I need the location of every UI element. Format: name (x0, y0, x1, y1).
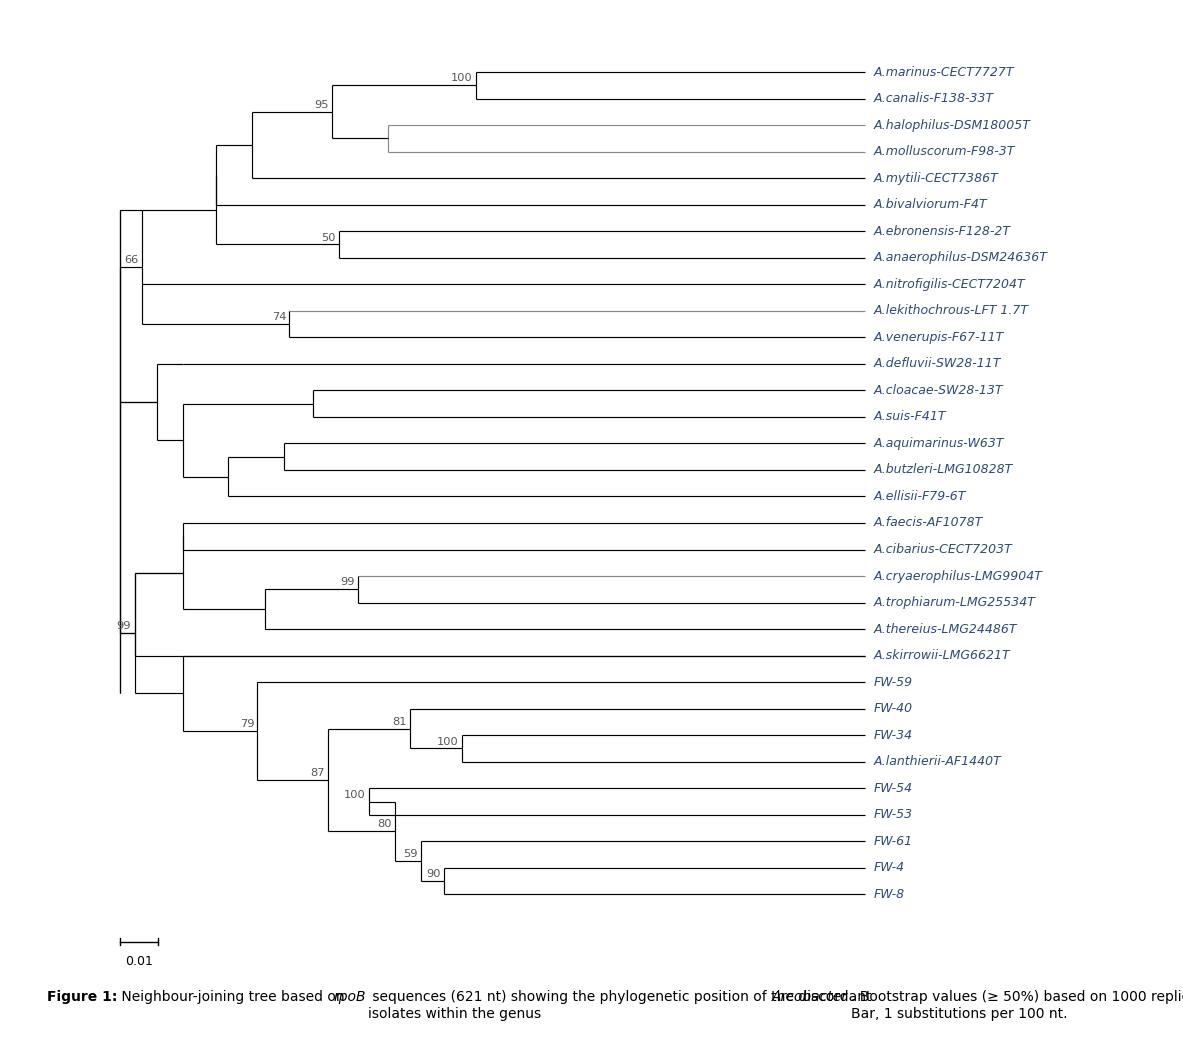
Text: 74: 74 (272, 312, 286, 322)
Text: A.cryaerophilus-LMG9904T: A.cryaerophilus-LMG9904T (873, 569, 1042, 583)
Text: 95: 95 (315, 100, 329, 110)
Text: A.canalis-F138-33T: A.canalis-F138-33T (873, 92, 994, 105)
Text: 100: 100 (344, 790, 366, 800)
Text: A.nitrofigilis-CECT7204T: A.nitrofigilis-CECT7204T (873, 278, 1026, 291)
Text: A.lanthierii-AF1440T: A.lanthierii-AF1440T (873, 755, 1001, 768)
Text: 66: 66 (124, 255, 138, 264)
Text: A.defluvii-SW28-11T: A.defluvii-SW28-11T (873, 357, 1001, 371)
Text: FW-53: FW-53 (873, 808, 912, 821)
Text: A.venerupis-F67-11T: A.venerupis-F67-11T (873, 331, 1004, 344)
Text: A.ellisii-F79-6T: A.ellisii-F79-6T (873, 490, 967, 503)
Text: A.marinus-CECT7727T: A.marinus-CECT7727T (873, 66, 1014, 79)
Text: 100: 100 (438, 737, 459, 747)
Text: A.cibarius-CECT7203T: A.cibarius-CECT7203T (873, 543, 1013, 556)
Text: A.ebronensis-F128-2T: A.ebronensis-F128-2T (873, 225, 1010, 238)
Text: A.bivalviorum-F4T: A.bivalviorum-F4T (873, 199, 987, 211)
Text: A.anaerophilus-DSM24636T: A.anaerophilus-DSM24636T (873, 252, 1047, 264)
Text: FW-61: FW-61 (873, 835, 912, 847)
Text: Figure 1:: Figure 1: (47, 990, 117, 1005)
Text: A.skirrowii-LMG6621T: A.skirrowii-LMG6621T (873, 649, 1010, 662)
Text: FW-40: FW-40 (873, 702, 912, 715)
Text: FW-8: FW-8 (873, 888, 905, 901)
Text: 50: 50 (322, 233, 336, 242)
Text: rpoB: rpoB (334, 990, 367, 1005)
Text: A.thereius-LMG24486T: A.thereius-LMG24486T (873, 622, 1017, 635)
Text: Neighbour-joining tree based on: Neighbour-joining tree based on (117, 990, 349, 1005)
Text: FW-59: FW-59 (873, 675, 912, 688)
Text: . Bootstrap values (≥ 50%) based on 1000 replications are shown at the nodes of : . Bootstrap values (≥ 50%) based on 1000… (851, 990, 1183, 1021)
Text: 100: 100 (451, 73, 472, 84)
Text: 81: 81 (393, 717, 407, 726)
Text: 99: 99 (117, 621, 131, 631)
Text: FW-34: FW-34 (873, 729, 912, 741)
Text: A.lekithochrous-LFT 1.7T: A.lekithochrous-LFT 1.7T (873, 305, 1028, 318)
Text: Arcobacter: Arcobacter (772, 990, 848, 1005)
Text: sequences (621 nt) showing the phylogenetic position of the discordant
isolates : sequences (621 nt) showing the phylogene… (368, 990, 871, 1021)
Text: 90: 90 (426, 869, 440, 879)
Text: 59: 59 (403, 850, 418, 859)
Text: A.trophiarum-LMG25534T: A.trophiarum-LMG25534T (873, 596, 1035, 610)
Text: A.butzleri-LMG10828T: A.butzleri-LMG10828T (873, 463, 1013, 477)
Text: FW-4: FW-4 (873, 861, 905, 874)
Text: FW-54: FW-54 (873, 782, 912, 794)
Text: 0.01: 0.01 (125, 955, 153, 967)
Text: A.mytili-CECT7386T: A.mytili-CECT7386T (873, 172, 998, 185)
Text: A.suis-F41T: A.suis-F41T (873, 410, 946, 424)
Text: 87: 87 (310, 768, 325, 778)
Text: A.halophilus-DSM18005T: A.halophilus-DSM18005T (873, 119, 1030, 132)
Text: A.aquimarinus-W63T: A.aquimarinus-W63T (873, 436, 1004, 450)
Text: A.faecis-AF1078T: A.faecis-AF1078T (873, 516, 983, 530)
Text: 79: 79 (240, 719, 254, 730)
Text: 99: 99 (341, 578, 355, 587)
Text: A.cloacae-SW28-13T: A.cloacae-SW28-13T (873, 383, 1003, 397)
Text: 80: 80 (377, 820, 392, 829)
Text: A.molluscorum-F98-3T: A.molluscorum-F98-3T (873, 145, 1015, 158)
